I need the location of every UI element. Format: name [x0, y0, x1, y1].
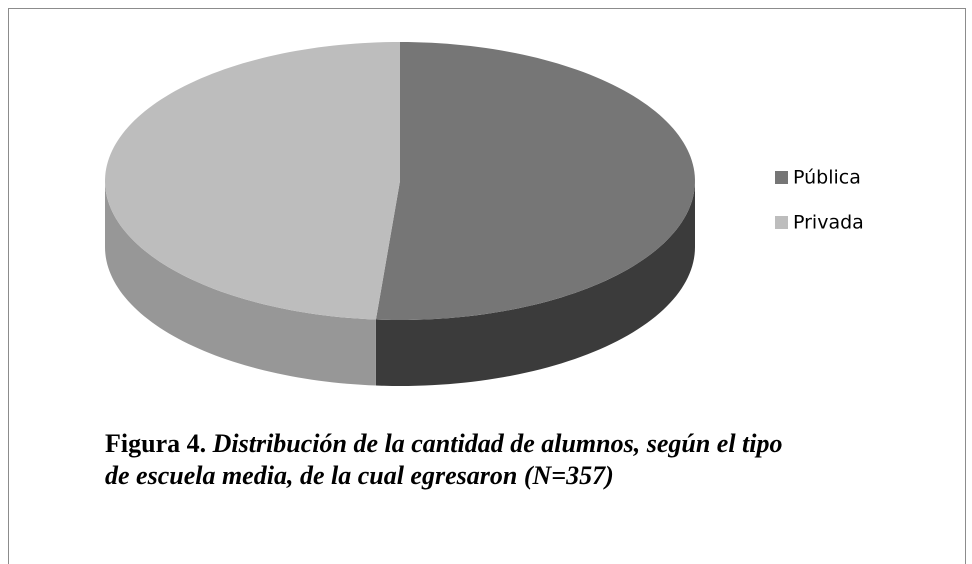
caption-label: Figura 4.	[105, 429, 207, 458]
pie-side	[375, 181, 695, 386]
legend-label: Pública	[793, 167, 861, 189]
frame	[8, 8, 966, 564]
legend-swatch	[775, 171, 788, 184]
caption-text: Distribución de la cantidad de alumnos, …	[105, 429, 783, 490]
legend-label: Privada	[793, 212, 864, 234]
caption: Figura 4. Distribución de la cantidad de…	[105, 428, 795, 492]
legend-swatch	[775, 216, 788, 229]
pie-slice	[375, 42, 695, 320]
pie-slice	[105, 42, 400, 320]
pie-side	[105, 181, 376, 386]
